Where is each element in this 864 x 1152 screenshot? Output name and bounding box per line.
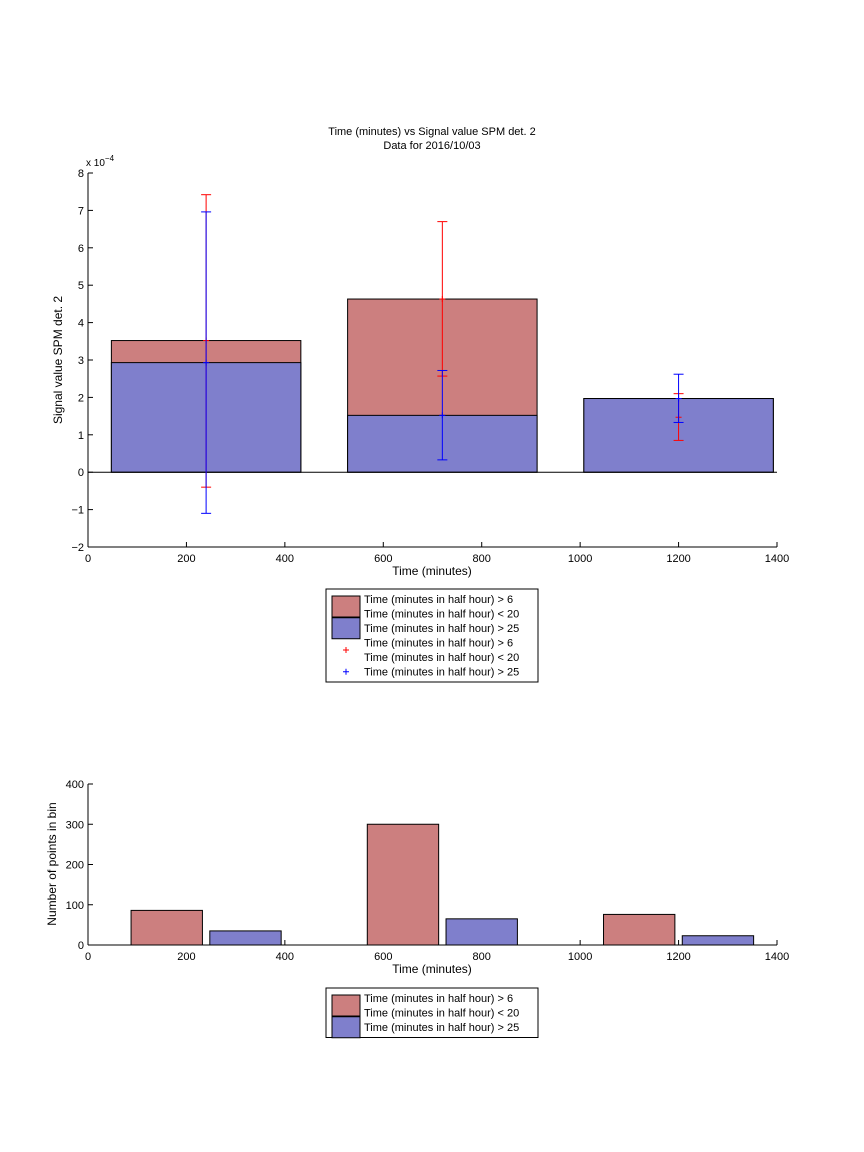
y-multiplier-base: x 10: [86, 158, 105, 169]
top-x-tick-label: 600: [374, 553, 392, 565]
top-plot-area: 0 200 400 600 800 1000 1200 1400 −2 −1 0 1 2 3 4 5 6 7 8: [71, 168, 789, 565]
legend-marker-3: [343, 668, 349, 675]
top-x-tick-label: 200: [177, 553, 195, 565]
bottom-x-tick-label: 1400: [765, 951, 789, 963]
legend-entry-label: Time (minutes in half hour) > 6: [364, 594, 513, 606]
legend-swatch-0: [331, 595, 361, 618]
top-x-tick-label: 800: [473, 553, 491, 565]
y-multiplier: x 10−4: [86, 154, 115, 169]
y-multiplier-exponent: −4: [105, 154, 115, 163]
top-x-tick-label: 0: [85, 553, 91, 565]
top-x-tick-label: 1000: [568, 553, 592, 565]
top-y-tick-label: −2: [71, 542, 84, 554]
top-legend: Time (minutes in half hour) > 6 Time (min…: [325, 588, 539, 683]
legend-entry-label: Time (minutes in half hour) > 6: [364, 638, 513, 650]
errorbar-center-marker: [675, 395, 682, 402]
bottom-x-tick-label: 600: [374, 951, 392, 963]
bottom-x-axis-label: Time (minutes): [392, 962, 472, 976]
bottom-y-axis-label: Number of points in bin: [45, 802, 59, 925]
top-y-tick-label: 7: [78, 205, 84, 217]
bottom-y-tick-label: 0: [78, 940, 84, 952]
top-x-tick-label: 1400: [765, 553, 789, 565]
chart-title: Time (minutes) vs Signal value SPM det. …: [328, 126, 535, 138]
bottom-y-tick-label: 400: [66, 779, 84, 791]
top-y-tick-label: 1: [78, 430, 84, 442]
legend-entry-label: Time (minutes in half hour) > 6: [364, 993, 513, 1005]
bottom-x-tick-label: 0: [85, 951, 91, 963]
legend-entry-label: Time (minutes in half hour) < 20: [364, 1008, 519, 1020]
bottom-plot-area: 0 200 400 600 800 1000 1200 1400 0 100 200 300 400: [66, 779, 790, 963]
top-x-tick-label: 1200: [666, 553, 690, 565]
count-bar-series-0: [366, 823, 440, 946]
count-bar-series-0: [603, 913, 676, 946]
legend-entry-label: Time (minutes in half hour) > 25: [364, 667, 519, 679]
bottom-x-tick-label: 800: [473, 951, 491, 963]
top-x-tick-label: 400: [276, 553, 294, 565]
bottom-y-tick-label: 300: [66, 819, 84, 831]
chart-subtitle: Data for 2016/10/03: [383, 140, 480, 152]
count-bar-series-0: [130, 909, 203, 946]
bottom-y-tick-label: 200: [66, 860, 84, 872]
top-y-tick-label: 8: [78, 168, 84, 180]
top-y-tick-label: 3: [78, 355, 84, 367]
legend-entry-label: Time (minutes in half hour) < 20: [364, 609, 519, 621]
top-y-tick-label: −1: [71, 505, 84, 517]
legend-box: [325, 588, 539, 683]
errorbar-center-marker: [203, 359, 210, 366]
legend-box: [325, 987, 539, 1038]
legend-entry-label: Time (minutes in half hour) < 20: [364, 652, 519, 664]
top-x-axis-label: Time (minutes): [392, 564, 472, 578]
top-y-tick-label: 4: [78, 318, 84, 330]
count-bar-series-1: [445, 918, 518, 946]
count-bar-series-1: [681, 935, 755, 946]
bottom-x-tick-label: 1200: [666, 951, 690, 963]
top-y-tick-label: 6: [78, 243, 84, 255]
top-y-tick-label: 5: [78, 280, 84, 292]
top-y-tick-label: 0: [78, 467, 84, 479]
legend-entry-label: Time (minutes in half hour) > 25: [364, 623, 519, 635]
legend-swatch-0: [331, 994, 361, 1017]
legend-marker-2: [343, 647, 349, 653]
legend-swatch-1: [331, 617, 361, 640]
bottom-x-tick-label: 1000: [568, 951, 592, 963]
bottom-x-tick-label: 200: [177, 951, 195, 963]
top-y-axis-label: Signal value SPM det. 2: [51, 296, 65, 424]
count-bar-series-1: [209, 930, 282, 946]
bottom-x-tick-label: 400: [276, 951, 294, 963]
legend-entry-label: Time (minutes in half hour) > 25: [364, 1022, 519, 1034]
errorbar-center-marker: [439, 412, 446, 419]
bottom-y-tick-label: 100: [66, 900, 84, 912]
bottom-legend: Time (minutes in half hour) > 6 Time (min…: [325, 987, 539, 1039]
top-y-tick-label: 2: [78, 392, 84, 404]
errorbar-center-marker: [439, 296, 446, 303]
legend-swatch-1: [331, 1016, 361, 1039]
